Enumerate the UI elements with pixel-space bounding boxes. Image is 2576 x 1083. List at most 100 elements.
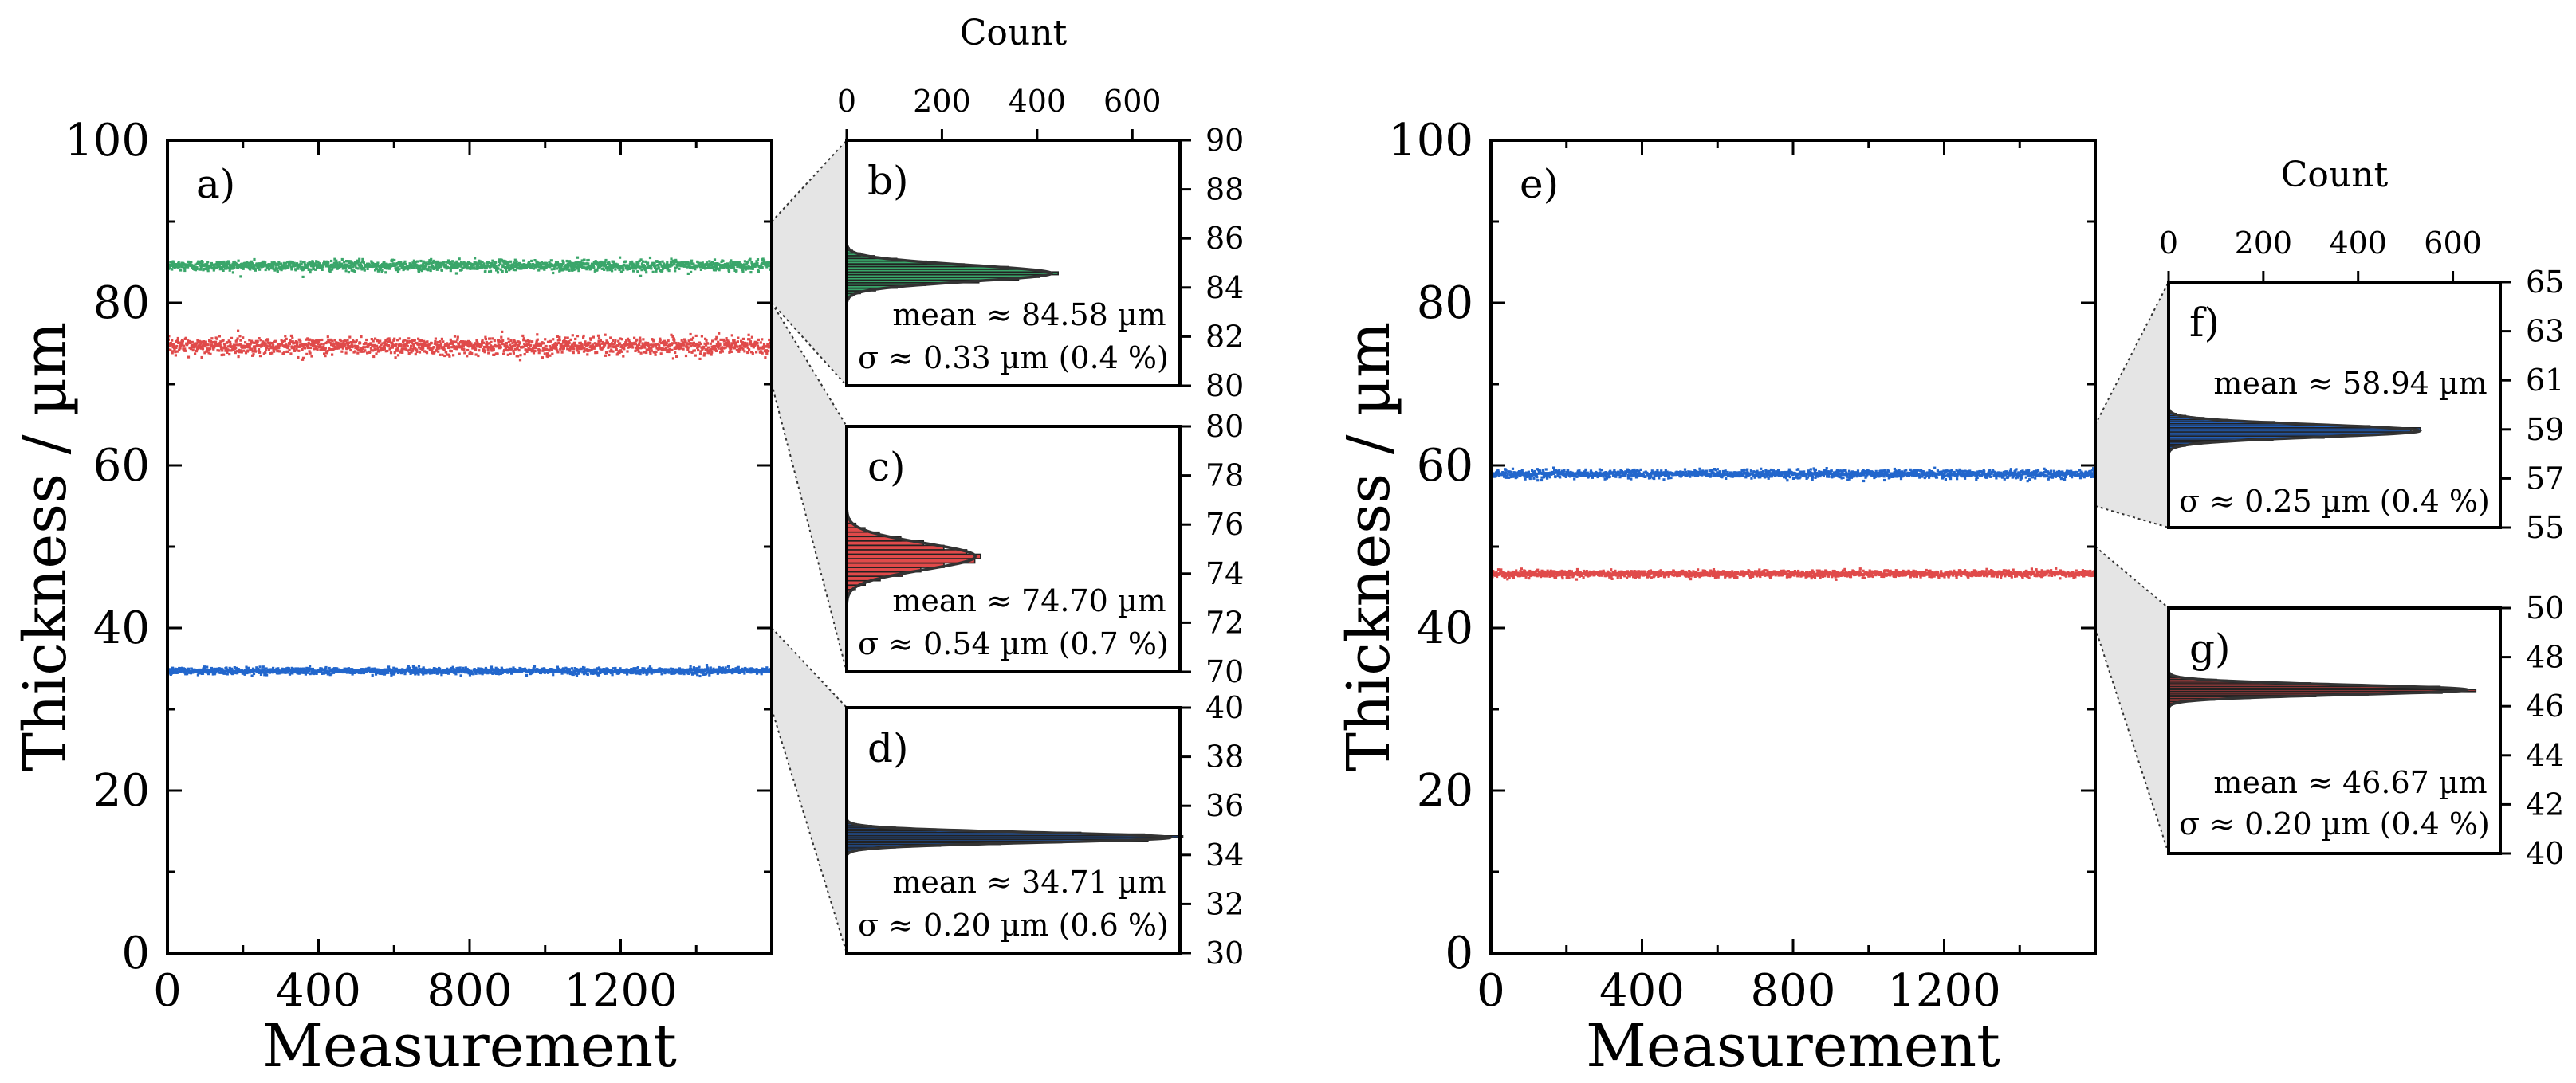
data-point xyxy=(455,669,458,672)
data-point xyxy=(339,343,342,346)
data-point xyxy=(450,350,453,353)
data-point xyxy=(463,669,466,672)
data-point xyxy=(305,266,309,269)
data-point xyxy=(266,265,269,269)
data-point xyxy=(271,351,274,355)
data-point xyxy=(574,671,577,674)
data-point xyxy=(222,353,226,356)
data-point xyxy=(297,338,301,341)
data-point xyxy=(295,262,299,265)
data-point xyxy=(1520,469,1524,472)
x-tick-label: 400 xyxy=(276,965,361,1017)
data-point xyxy=(600,264,603,267)
data-point xyxy=(315,261,318,264)
data-point xyxy=(1532,470,1535,473)
data-point xyxy=(596,334,600,337)
data-point xyxy=(181,339,184,343)
data-point xyxy=(376,261,380,265)
data-point xyxy=(456,335,459,339)
data-point xyxy=(568,669,572,673)
data-point xyxy=(356,267,360,270)
data-point xyxy=(549,354,552,357)
data-point xyxy=(293,261,296,265)
data-point xyxy=(345,347,348,351)
data-point xyxy=(690,671,693,674)
data-point xyxy=(686,668,689,671)
data-point xyxy=(219,671,222,674)
data-point xyxy=(576,261,580,264)
data-point xyxy=(734,341,738,344)
data-point xyxy=(415,350,419,353)
data-point xyxy=(461,340,465,343)
data-point xyxy=(201,672,205,675)
data-point xyxy=(331,668,335,671)
data-point xyxy=(189,341,192,345)
data-point xyxy=(248,339,251,342)
data-point xyxy=(671,348,674,351)
data-point xyxy=(493,339,496,343)
data-point xyxy=(1524,472,1527,475)
data-point xyxy=(370,338,373,341)
data-point xyxy=(537,344,540,347)
x-axis-label: Measurement xyxy=(262,1012,677,1081)
data-point xyxy=(656,343,659,346)
y-tick-label: 20 xyxy=(93,765,150,817)
data-point xyxy=(450,346,454,349)
data-point xyxy=(370,669,373,673)
data-point xyxy=(654,353,657,356)
data-point xyxy=(250,347,254,351)
data-point xyxy=(395,345,398,348)
data-point xyxy=(1517,470,1521,473)
data-point xyxy=(1512,474,1516,477)
data-point xyxy=(477,354,480,358)
data-point xyxy=(758,346,761,350)
data-point xyxy=(415,348,419,351)
data-point xyxy=(359,261,362,265)
data-point xyxy=(684,340,687,343)
data-point xyxy=(206,665,209,669)
data-point xyxy=(705,343,708,347)
data-point xyxy=(294,669,297,673)
data-point xyxy=(403,262,406,265)
data-point xyxy=(450,666,453,670)
data-point xyxy=(449,670,452,673)
data-point xyxy=(512,268,515,272)
data-point xyxy=(309,268,313,271)
data-point xyxy=(167,344,171,347)
data-point xyxy=(183,269,187,273)
data-point xyxy=(305,352,309,355)
data-point xyxy=(575,261,578,265)
data-point xyxy=(311,344,314,347)
data-point xyxy=(562,347,565,350)
data-point xyxy=(309,346,313,350)
data-point xyxy=(354,347,357,350)
data-point xyxy=(704,337,707,340)
data-point xyxy=(663,343,666,347)
data-point xyxy=(476,345,479,348)
data-point xyxy=(485,266,488,269)
data-point xyxy=(199,268,203,271)
data-point xyxy=(433,671,436,674)
data-point xyxy=(755,351,758,354)
data-point xyxy=(474,672,478,675)
data-point xyxy=(732,265,735,268)
data-point xyxy=(296,667,299,670)
zoom-line xyxy=(771,383,848,673)
data-point xyxy=(435,347,439,350)
data-point xyxy=(328,671,331,674)
data-point xyxy=(644,343,647,347)
data-point xyxy=(290,268,293,271)
data-point xyxy=(707,351,710,355)
data-point xyxy=(651,270,655,273)
zoom-line xyxy=(771,302,848,387)
data-point xyxy=(414,260,417,264)
data-point xyxy=(665,264,668,267)
data-point xyxy=(1519,474,1522,477)
data-point xyxy=(480,343,483,346)
data-point xyxy=(435,265,438,269)
data-point xyxy=(420,269,423,273)
data-point xyxy=(568,269,571,272)
data-point xyxy=(667,345,670,348)
data-point xyxy=(305,666,309,669)
data-point xyxy=(671,263,674,266)
